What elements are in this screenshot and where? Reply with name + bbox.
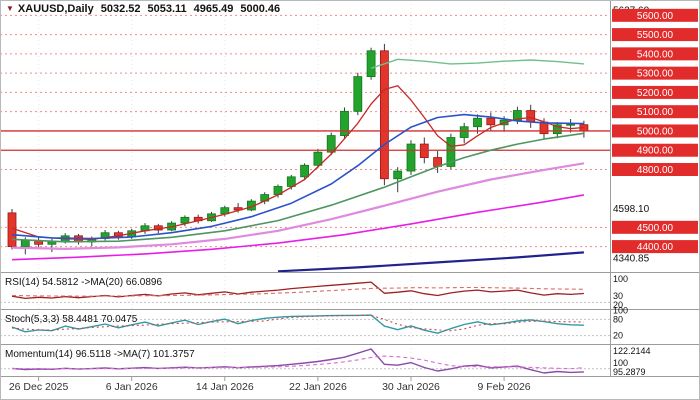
indicator-scale-label: 20 [613,331,623,341]
indicator-panel-momentum: Momentum(14) 96.5118 ->MA(7) 101.3757 122… [0,346,651,377]
ohlc-low: 4965.49 [193,3,234,15]
candle-body [366,50,376,78]
candle-body [353,76,363,112]
ma-magenta [11,194,585,261]
candle-body [180,216,190,224]
rsi-line [11,281,584,300]
chart-header: ▼ XAUUSD,Daily 5032.52 5053.11 4965.49 5000.4… [6,3,280,15]
rsi-ma-line [11,286,584,297]
price-level-badge-text: 5300.00 [637,69,674,80]
price-scale[interactable]: 5627.604598.104340.855600.005500.005400.… [612,6,698,265]
time-axis-label: 30 Jan 2026 [382,381,440,393]
ohlc-close: 5000.46 [240,3,281,15]
time-axis-label: 22 Jan 2026 [289,381,347,393]
indicator-scale-label: 95.2879 [613,367,646,377]
symbol-dropdown-icon[interactable]: ▼ [6,4,14,13]
indicator-label-momentum: Momentum(14) 96.5118 ->MA(7) 101.3757 [5,349,195,360]
indicator-scale-label: 100 [613,305,628,315]
momentum-ma-line [11,355,584,370]
stoch-signal-line [11,314,584,332]
candle-body [300,164,310,178]
indicator-label-stochastic: Stoch(5,3,3) 58.4481 70.0475 [5,314,138,325]
indicator-scale-label: 30 [613,291,623,301]
time-axis-label: 14 Jan 2026 [196,381,254,393]
momentum-line [11,348,584,374]
price-level-badge [612,66,698,80]
indicator-scale-label: 100 [613,358,628,368]
ma-fast-red [11,85,584,240]
price-level-badge [612,124,698,138]
price-level-badge [612,220,698,234]
candle-body [486,117,496,126]
candle-body [379,50,389,180]
candle-body [539,121,549,135]
candle-body [393,170,403,180]
indicator-scale-label: 100 [613,274,628,284]
candle-body [446,137,456,167]
time-axis[interactable]: 26 Dec 2025 6 Jan 2026 14 Jan 2026 22 Jan 2… [9,376,531,394]
candle-body [313,151,323,166]
ma-longterm-navy [277,251,584,273]
time-axis-label: 9 Feb 2026 [478,381,531,393]
price-level-badge-text: 5100.00 [637,107,674,118]
candle-body [340,110,349,136]
ma-lines-layer [11,58,585,273]
ma-upper-green [370,58,584,69]
symbol-title: XAUUSD,Daily [17,3,94,15]
price-level-badge [612,163,698,177]
level-lines-solid-layer [0,130,610,151]
ma-slow-green [11,132,585,243]
price-scale-label: 4598.10 [613,204,650,215]
ma-plum [11,162,585,250]
stoch-main-line [11,314,584,334]
candle-body [459,126,469,138]
price-level-badge-text: 4400.00 [637,242,674,253]
price-level-badge-text: 4800.00 [637,165,674,176]
candle-body [552,124,562,135]
ohlc-high: 5053.11 [147,3,187,15]
price-level-badge-text: 5400.00 [637,49,674,60]
indicator-scale-label: 122.2144 [613,346,651,356]
price-level-badge-text: 5600.00 [637,11,674,22]
price-level-badge [612,47,698,61]
grid-layer [38,0,505,376]
candle-body [473,117,482,128]
indicator-scale-label: 20 [613,300,623,310]
candle-body [326,135,336,153]
indicator-scale-label: 80 [613,314,623,324]
price-level-badge-text: 5000.00 [637,126,674,137]
price-level-badge [612,240,698,254]
price-scale-label: 4340.85 [613,254,650,265]
time-axis-label: 6 Jan 2026 [106,381,158,393]
price-level-badge-text: 5200.00 [637,88,674,99]
price-level-badge [612,85,698,99]
indicator-label-rsi: RSI(14) 54.5812 ->MA(20) 66.0896 [5,277,162,288]
candle-body [20,240,30,247]
price-level-badge-text: 4900.00 [637,146,674,157]
candle-body [526,110,536,123]
time-axis-label: 26 Dec 2025 [9,381,69,393]
price-level-badge [612,143,698,157]
price-level-badge [612,8,698,22]
price-level-badge [612,105,698,119]
price-level-badge-text: 4500.00 [637,223,674,234]
ohlc-open: 5032.52 [100,3,141,15]
candle-body [406,143,416,172]
price-level-badge [612,28,698,42]
ma-medium-blue [11,113,584,240]
price-level-badge-text: 5500.00 [637,30,674,41]
